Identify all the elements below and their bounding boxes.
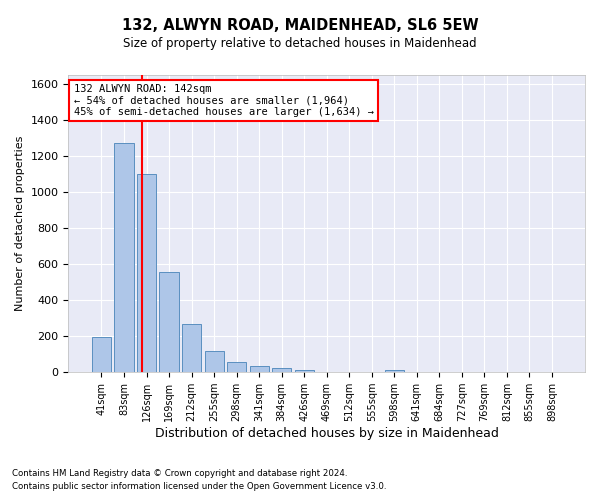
Bar bbox=[205, 350, 224, 372]
Text: 132 ALWYN ROAD: 142sqm
← 54% of detached houses are smaller (1,964)
45% of semi-: 132 ALWYN ROAD: 142sqm ← 54% of detached… bbox=[74, 84, 374, 117]
Text: Contains public sector information licensed under the Open Government Licence v3: Contains public sector information licen… bbox=[12, 482, 386, 491]
Text: Contains HM Land Registry data © Crown copyright and database right 2024.: Contains HM Land Registry data © Crown c… bbox=[12, 468, 347, 477]
X-axis label: Distribution of detached houses by size in Maidenhead: Distribution of detached houses by size … bbox=[155, 427, 499, 440]
Bar bbox=[295, 370, 314, 372]
Bar bbox=[137, 174, 156, 372]
Bar bbox=[92, 336, 111, 372]
Bar bbox=[227, 362, 246, 372]
Bar bbox=[160, 272, 179, 372]
Bar bbox=[250, 366, 269, 372]
Bar bbox=[272, 368, 291, 372]
Text: Size of property relative to detached houses in Maidenhead: Size of property relative to detached ho… bbox=[123, 38, 477, 51]
Bar bbox=[115, 144, 134, 372]
Y-axis label: Number of detached properties: Number of detached properties bbox=[15, 136, 25, 312]
Bar bbox=[385, 370, 404, 372]
Text: 132, ALWYN ROAD, MAIDENHEAD, SL6 5EW: 132, ALWYN ROAD, MAIDENHEAD, SL6 5EW bbox=[122, 18, 478, 32]
Bar bbox=[182, 324, 201, 372]
